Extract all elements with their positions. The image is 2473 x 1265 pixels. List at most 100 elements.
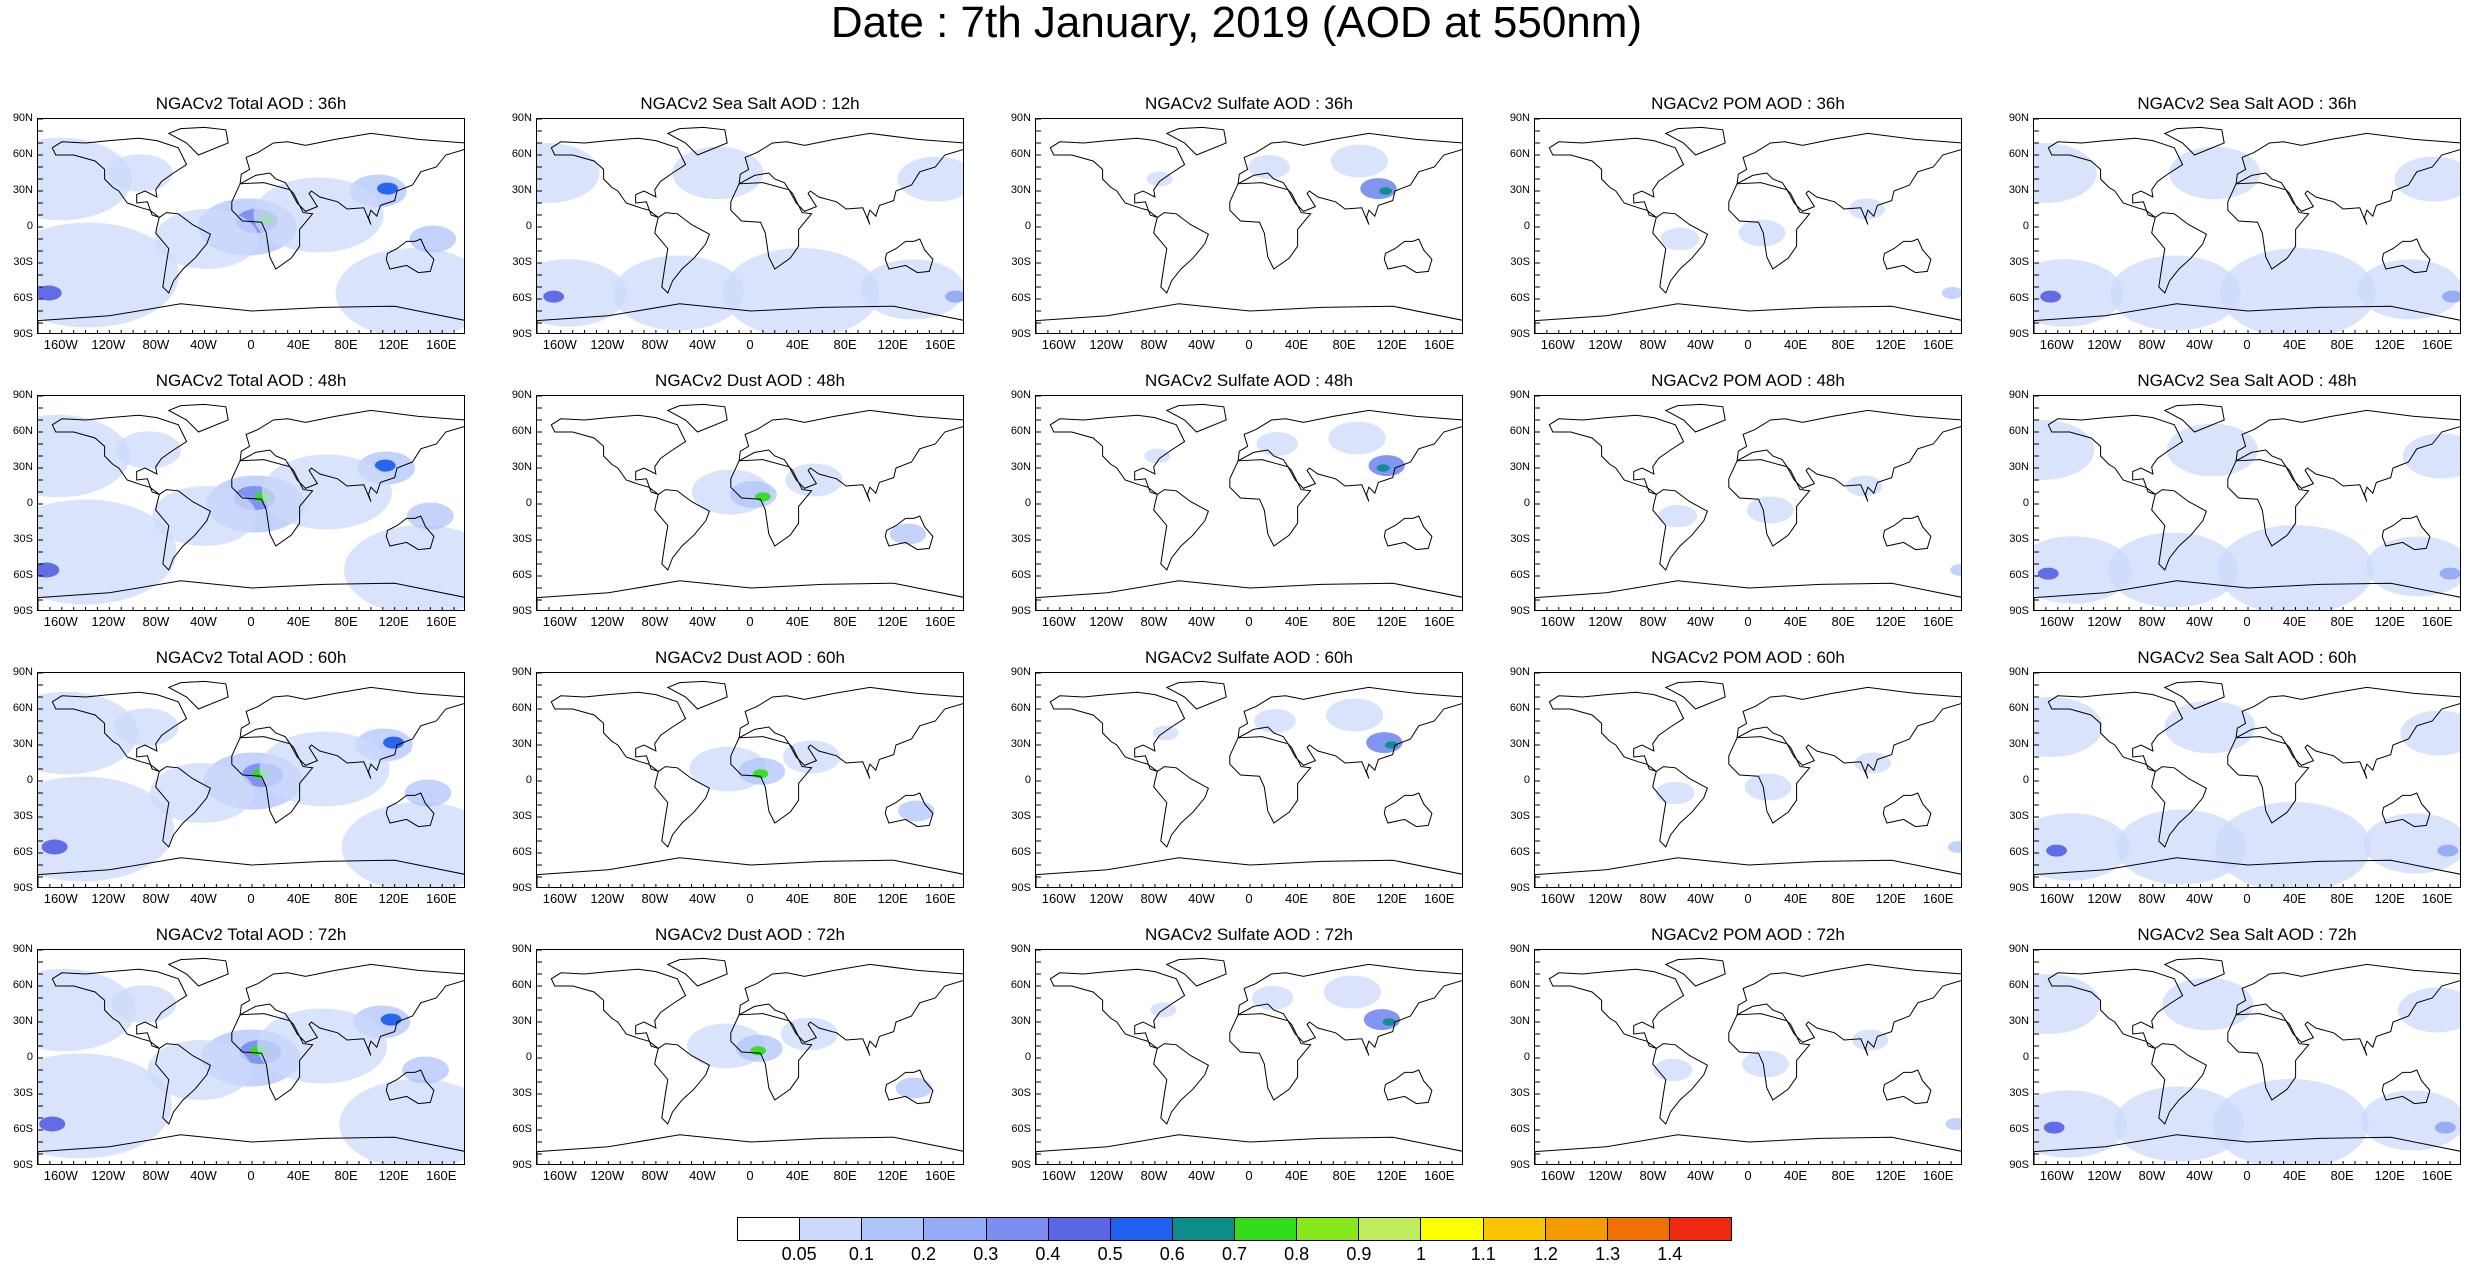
map-frame [536,949,964,1165]
aod-plume [897,156,963,202]
lat-label: 90S [1510,1159,1530,1171]
aod-plume [150,763,255,823]
lon-label: 120W [91,1168,126,1183]
coastline [738,963,963,1056]
lon-label: 0 [2243,1168,2251,1183]
aod-plume [2034,143,2097,203]
aod-plume [1382,1018,1396,1026]
map-frame [1534,949,1962,1165]
lon-label: 80W [2138,1168,2166,1183]
lat-label: 0 [1024,1051,1031,1063]
coastline [1652,212,1709,294]
coastline [738,409,963,502]
coastline [1153,1043,1210,1125]
coastline [666,680,728,710]
lon-label: 120E [1376,337,1407,352]
lon-label: 40W [1188,337,1215,352]
aod-plume [38,562,60,578]
lon-label: 40W [1687,614,1714,629]
coastline [730,1013,813,1101]
aod-plume [2437,844,2459,857]
lon-label: 80E [334,614,358,629]
coastline [2047,414,2184,495]
coastline [1652,489,1709,571]
aod-plume [38,1053,172,1159]
lon-label: 40W [1687,891,1714,906]
coastline [167,680,229,710]
coastline [666,403,728,433]
aod-plume [2366,536,2460,597]
coastline [2034,857,2460,887]
lon-label: 80E [1831,614,1855,629]
lon-label: 120E [378,1168,409,1183]
lon-label: 40W [1188,891,1215,906]
lat-label: 0 [2022,774,2029,786]
aod-plume [2217,525,2374,610]
lon-label: 80E [833,614,857,629]
coastline [38,303,464,333]
lat-label: 60N [2008,702,2029,714]
coastline [1882,1069,1932,1105]
lon-label: 160W [2039,614,2074,629]
coastline [155,766,212,848]
aod-plume [2043,1121,2065,1134]
aod-plume [402,1056,449,1084]
aod-plume [1254,709,1296,733]
panel-title: NGACv2 Sulfate AOD : 60h [1145,648,1353,667]
colorbar-tick-label: 0.8 [1284,1244,1310,1264]
map-frame [1534,118,1962,334]
lon-label: 0 [1245,614,1253,629]
lat-label: 60N [511,148,532,160]
lon-label: 120W [1588,1168,1623,1183]
lat-label: 90S [1011,328,1031,340]
colorbar-swatch [1048,1218,1111,1240]
aod-plume [2034,974,2101,1034]
lon-label: 0 [2243,614,2251,629]
coastline [385,1069,435,1105]
lat-label: 60S [13,846,33,858]
lat-label: 60S [1510,1123,1530,1135]
lat-label: 30N [1010,184,1031,196]
coastline [550,968,687,1049]
colorbar-swatch [1669,1218,1731,1240]
colorbar-tick-label: 1 [1416,1244,1427,1264]
lat-label: 0 [26,1051,33,1063]
lon-label: 120W [91,337,126,352]
aod-plume [889,523,927,545]
lat-label: 0 [26,220,33,232]
coastline [537,857,963,887]
lon-label: 120E [1376,614,1407,629]
coastline [654,489,711,571]
lon-label: 80E [2330,1168,2354,1183]
lon-label: 80E [833,891,857,906]
lat-label: 90N [511,666,532,678]
aod-plume [116,431,182,469]
lon-label: 120W [1588,614,1623,629]
aod-plume [380,1013,402,1026]
lat-label: 90S [512,605,532,617]
lat-label: 90S [13,882,33,894]
lon-label: 160E [925,1168,956,1183]
aod-map [2034,950,2460,1164]
lat-label: 60N [1010,148,1031,160]
aod-plume [537,143,600,203]
panel-title: NGACv2 Sea Salt AOD : 48h [2137,371,2357,390]
aod-plume [1653,1058,1693,1082]
map-frame [2033,118,2461,334]
coastline [2227,182,2310,270]
lon-label: 120E [2374,891,2405,906]
colorbar-tick-label: 0.1 [848,1244,874,1264]
lon-label: 160E [1424,614,1455,629]
lon-label: 40E [2282,1168,2307,1183]
coastline [2235,132,2460,225]
lon-label: 80W [1140,337,1168,352]
lat-label: 90N [2008,943,2029,955]
lat-label: 30S [13,1087,33,1099]
lat-label: 60N [511,702,532,714]
lon-label: 120E [2374,1168,2405,1183]
lat-label: 30N [12,1015,33,1027]
coastline [2381,238,2431,274]
lon-label: 160W [2039,1168,2074,1183]
coastline [666,126,728,156]
lon-label: 160W [1041,614,1076,629]
